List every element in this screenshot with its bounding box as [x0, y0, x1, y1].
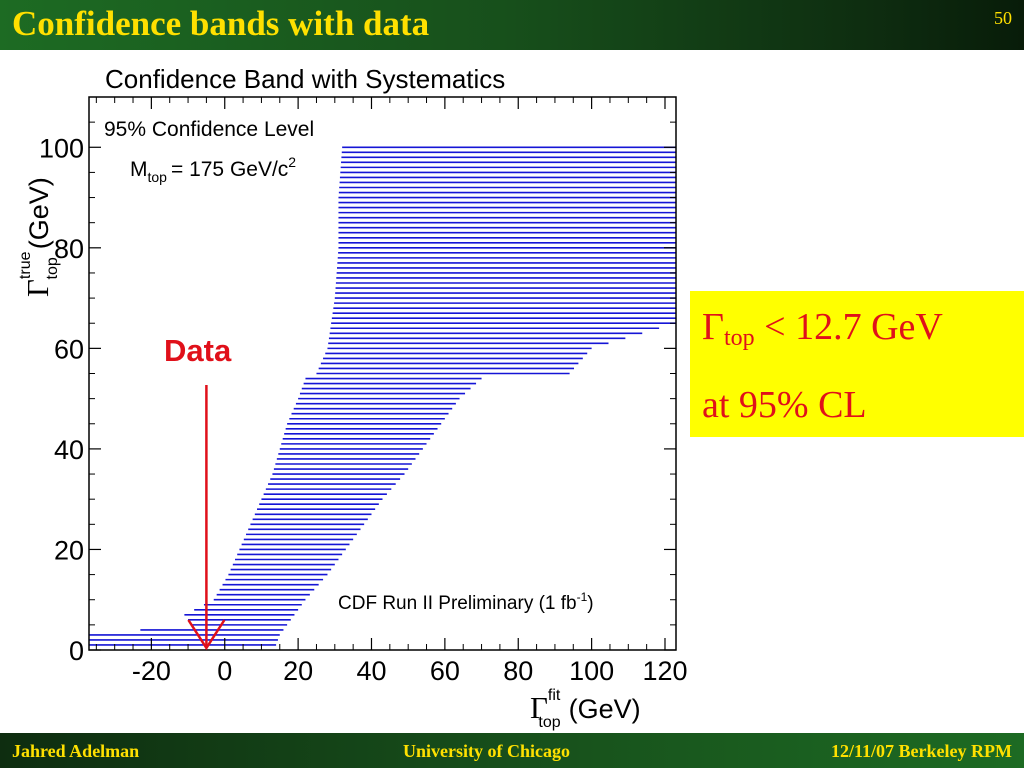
preliminary-annotation: CDF Run II Preliminary (1 fb-1) [338, 590, 594, 614]
footer-author: Jahred Adelman [12, 741, 140, 761]
result-box: Γtop < 12.7 GeV at 95% CL [690, 291, 1024, 437]
x-tick-label: 100 [569, 656, 614, 686]
slide-title: Confidence bands with data [12, 4, 430, 43]
data-arrow [187, 385, 226, 651]
x-axis-label: Γfit top (GeV) [530, 687, 641, 731]
axis-ticks [89, 96, 676, 651]
slide-number: 50 [994, 8, 1012, 28]
data-arrow-head [187, 619, 226, 651]
confidence-band-chart: Confidence Band with Systematics -20 0 20 4… [17, 64, 688, 731]
x-tick-label: -20 [132, 656, 171, 686]
title-bar: Confidence bands with data 50 [0, 0, 1024, 50]
y-tick-labels: 0 20 40 60 80 100 [39, 133, 84, 666]
y-tick-label: 20 [54, 535, 84, 565]
y-axis-label: Γtrue top(GeV) [17, 177, 61, 297]
y-tick-label: 40 [54, 435, 84, 465]
mass-annotation: Mtop = 175 GeV/c2 [130, 154, 296, 185]
x-tick-label: 20 [283, 656, 313, 686]
gamma-symbol: Γ [702, 306, 724, 348]
confidence-level-line: at 95% CL [702, 384, 867, 426]
width-limit-line: Γtop < 12.7 GeV [702, 305, 943, 352]
gamma-subscript: top [723, 325, 755, 351]
footer: Jahred Adelman University of Chicago 12/… [0, 733, 1024, 768]
x-tick-labels: -20 0 20 40 60 80 100 120 [132, 656, 688, 686]
x-tick-label: 40 [356, 656, 386, 686]
chart-title: Confidence Band with Systematics [105, 64, 505, 94]
y-tick-label: 80 [54, 234, 84, 264]
x-tick-label: 120 [642, 656, 687, 686]
data-label: Data [164, 333, 232, 368]
footer-institution: University of Chicago [403, 741, 570, 761]
x-tick-label: 80 [503, 656, 533, 686]
cl-annotation: 95% Confidence Level [104, 118, 314, 141]
band-rows [89, 146, 676, 646]
y-tick-label: 0 [69, 636, 84, 666]
width-limit: < 12.7 GeV [764, 306, 943, 348]
footer-date: 12/11/07 Berkeley RPM [831, 741, 1012, 761]
x-tick-label: 60 [430, 656, 460, 686]
x-tick-label: 0 [217, 656, 232, 686]
y-tick-label: 100 [39, 133, 84, 163]
y-tick-label: 60 [54, 334, 84, 364]
